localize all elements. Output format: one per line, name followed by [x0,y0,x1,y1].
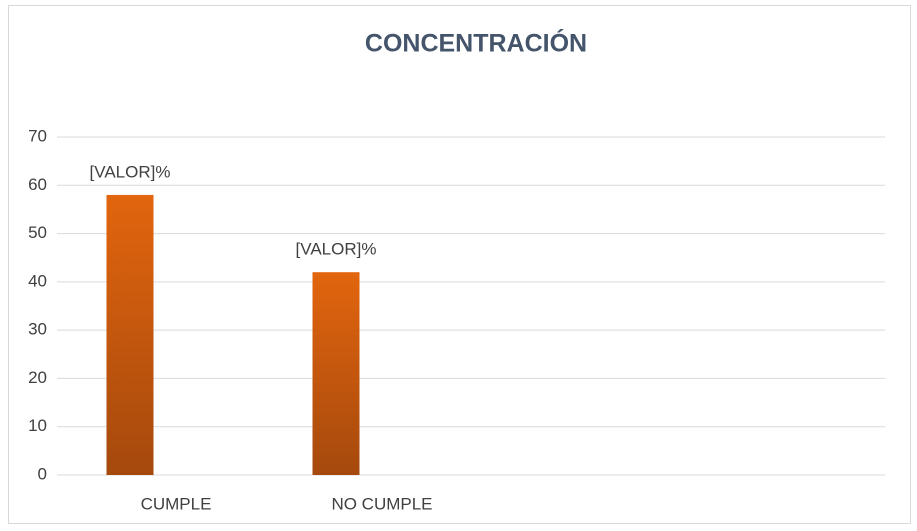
y-tick-label: 20 [28,368,47,387]
y-tick-label: 30 [28,320,47,339]
bar [312,272,360,475]
y-tick-label: 70 [28,126,47,145]
bar [106,194,154,475]
y-tick-label: 40 [28,271,47,290]
chart-frame [8,5,911,524]
data-label: [VALOR]% [90,162,171,181]
y-tick-label: 60 [28,175,47,194]
x-tick-label: CUMPLE [141,494,212,513]
y-tick-label: 50 [28,223,47,242]
x-tick-label: NO CUMPLE [331,494,432,513]
chart-title: CONCENTRACIÓN [365,28,587,58]
data-label: [VALOR]% [296,240,377,259]
y-tick-label: 10 [28,416,47,435]
y-tick-label: 0 [38,464,47,483]
